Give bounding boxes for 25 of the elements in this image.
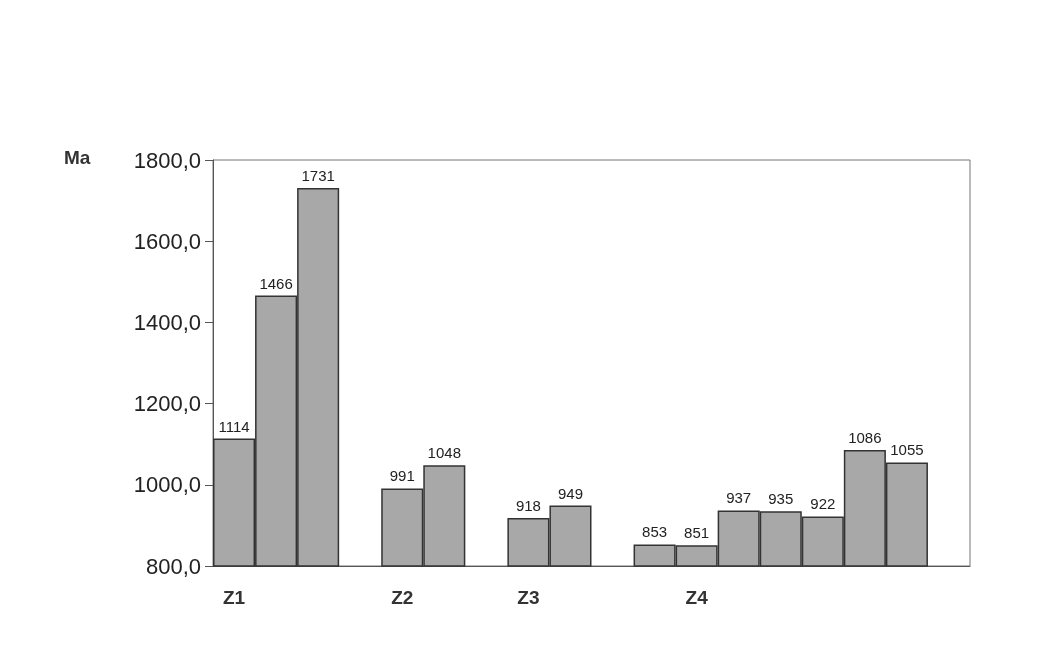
data-label: 922 <box>810 495 836 513</box>
data-label: 937 <box>726 489 752 507</box>
y-tick-label: 800,0 <box>145 553 201 579</box>
data-label: 1048 <box>427 444 461 462</box>
x-tick-label: Z2 <box>391 587 414 608</box>
data-label: 918 <box>515 497 541 515</box>
data-label: 1055 <box>890 441 924 459</box>
data-label: 1114 <box>218 417 250 435</box>
y-tick-label: 1400,0 <box>133 309 201 335</box>
data-label: 1086 <box>848 428 882 446</box>
y-tick-label: 1800,0 <box>133 147 201 173</box>
x-tick-label: Z4 <box>685 587 709 608</box>
x-tick-label: Z3 <box>517 587 540 608</box>
y-tick-label: 1600,0 <box>133 228 201 254</box>
data-label: 1466 <box>259 274 293 292</box>
data-label: 853 <box>642 523 668 541</box>
data-label: 935 <box>768 490 794 508</box>
x-tick-label: Z1 <box>222 587 246 608</box>
data-label: 851 <box>684 524 710 542</box>
y-tick-label: 1000,0 <box>133 472 201 498</box>
data-label: 1731 <box>301 167 335 185</box>
data-label: 949 <box>557 484 583 502</box>
y-axis-title: Ma <box>64 147 91 168</box>
y-tick-label: 1200,0 <box>133 391 201 417</box>
data-label: 991 <box>389 467 415 485</box>
